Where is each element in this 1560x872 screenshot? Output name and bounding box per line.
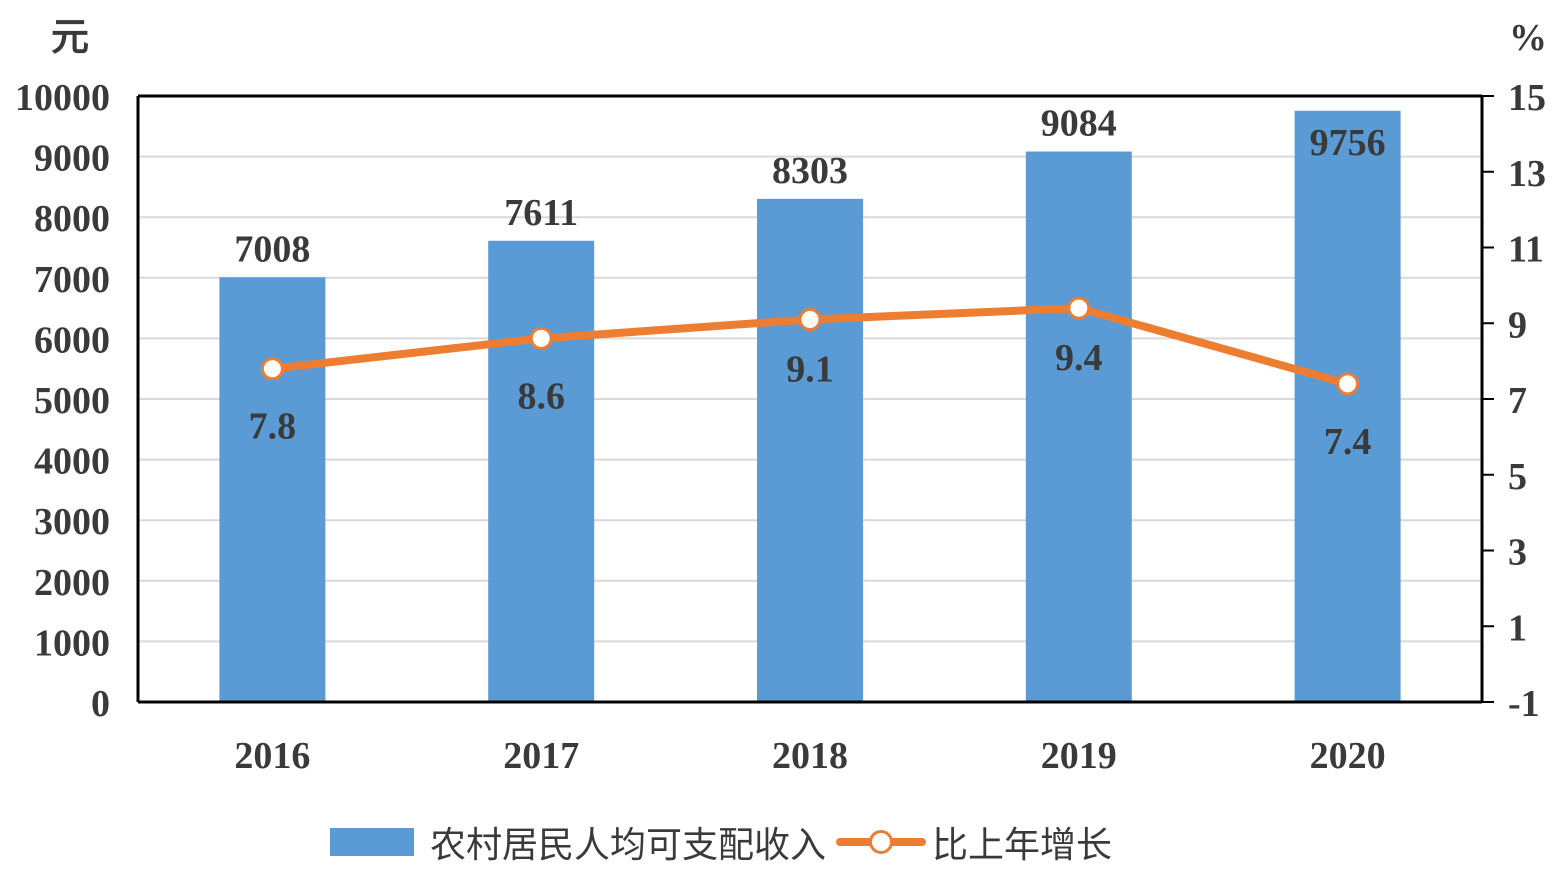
line-value-label: 8.6 bbox=[517, 375, 565, 417]
bar-value-label: 7008 bbox=[234, 228, 310, 270]
x-tick-label: 2018 bbox=[772, 735, 848, 777]
line-point bbox=[1336, 372, 1360, 396]
axis-labels: 0 1000 2000 3000 4000 5000 6000 7000 8000 9000 100… bbox=[15, 77, 1546, 777]
bar-value-label: 7611 bbox=[504, 192, 578, 234]
left-axis-unit: 元 bbox=[51, 17, 89, 59]
left-tick-label: 8000 bbox=[34, 198, 110, 240]
right-tick-label: -1 bbox=[1508, 683, 1540, 725]
right-tick-label: 15 bbox=[1508, 77, 1546, 119]
line-point bbox=[798, 307, 822, 331]
line-series bbox=[260, 296, 1360, 396]
bar bbox=[488, 240, 595, 702]
right-tick-label: 3 bbox=[1508, 532, 1527, 574]
bar-value-label: 9756 bbox=[1310, 122, 1386, 164]
x-tick-label: 2017 bbox=[503, 735, 579, 777]
line-point bbox=[260, 357, 284, 381]
axes bbox=[136, 94, 1494, 704]
x-tick-label: 2019 bbox=[1041, 735, 1117, 777]
right-tick-label: 7 bbox=[1508, 380, 1527, 422]
left-tick-label: 6000 bbox=[34, 319, 110, 361]
legend: 农村居民人均可支配收入 比上年增长 bbox=[330, 812, 1112, 872]
left-tick-label: 1000 bbox=[34, 622, 110, 664]
left-tick-label: 2000 bbox=[34, 562, 110, 604]
x-tick-label: 2020 bbox=[1310, 735, 1386, 777]
bar bbox=[757, 198, 863, 702]
legend-bar-label: 农村居民人均可支配收入 bbox=[430, 825, 827, 866]
right-axis-unit: % bbox=[1509, 17, 1547, 59]
bar-series bbox=[219, 110, 1401, 703]
legend-line-swatch bbox=[836, 827, 927, 857]
line-point bbox=[529, 326, 553, 350]
right-tick-label: 5 bbox=[1508, 456, 1527, 498]
line-value-label: 9.4 bbox=[1055, 337, 1103, 379]
right-tick-label: 13 bbox=[1508, 153, 1546, 195]
bar-value-label: 8303 bbox=[772, 150, 848, 192]
x-tick-label: 2016 bbox=[234, 735, 310, 777]
left-tick-label: 0 bbox=[91, 683, 110, 725]
left-tick-label: 9000 bbox=[34, 138, 110, 180]
line-value-label: 9.1 bbox=[786, 348, 834, 390]
left-tick-label: 10000 bbox=[15, 77, 110, 119]
line-value-label: 7.4 bbox=[1324, 421, 1372, 463]
legend-bar-swatch bbox=[330, 828, 414, 856]
right-tick-label: 9 bbox=[1508, 304, 1527, 346]
bar bbox=[1025, 151, 1132, 703]
bar bbox=[1294, 110, 1401, 703]
right-tick-label: 11 bbox=[1508, 229, 1544, 271]
legend-line-label: 比上年增长 bbox=[932, 825, 1113, 866]
bar bbox=[219, 277, 326, 702]
left-tick-label: 4000 bbox=[34, 441, 110, 483]
left-tick-label: 5000 bbox=[34, 380, 110, 422]
bar-value-label: 9084 bbox=[1041, 103, 1117, 145]
left-tick-label: 7000 bbox=[34, 259, 110, 301]
left-tick-label: 3000 bbox=[34, 501, 110, 543]
right-tick-label: 1 bbox=[1508, 607, 1527, 649]
line-value-label: 7.8 bbox=[249, 406, 297, 448]
line-point bbox=[1067, 296, 1091, 320]
